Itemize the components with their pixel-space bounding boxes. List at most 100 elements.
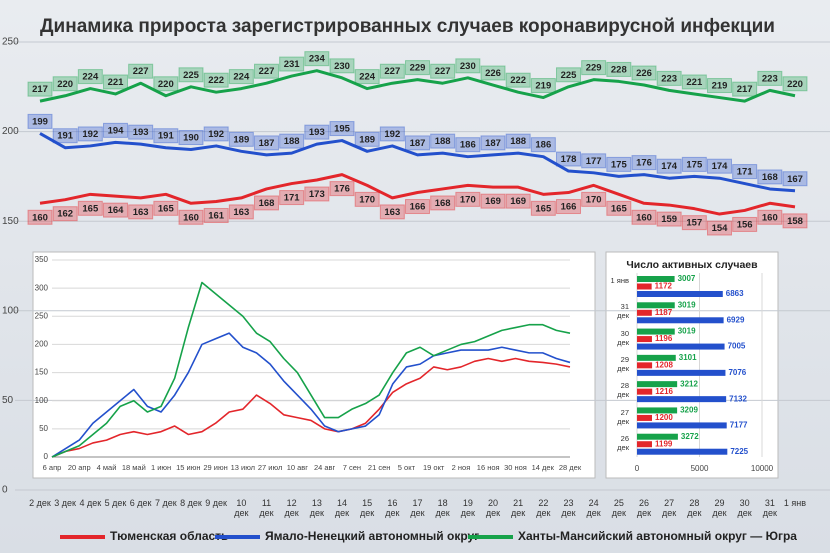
value-label: 3019: [678, 300, 696, 309]
value-label: 6929: [727, 315, 745, 324]
legend-label: Тюменская область: [110, 529, 228, 543]
x-tick-label: 10 дек: [234, 498, 249, 518]
value-label-box: [757, 70, 783, 86]
value-label-box: [430, 133, 456, 149]
value-label: 168: [259, 198, 275, 209]
value-label: 1187: [655, 308, 673, 317]
value-label-box: [556, 199, 581, 215]
value-label: 222: [208, 75, 224, 86]
value-label: 187: [259, 138, 275, 149]
y-tick-label: 0: [2, 485, 8, 496]
legend-label: Ханты-Мансийский автономный округ — Югра: [518, 529, 797, 543]
value-label-box: [304, 124, 330, 140]
x-tick-label: 13 дек: [309, 498, 324, 518]
value-label: 220: [787, 79, 803, 90]
value-label: 163: [384, 207, 400, 218]
series-line: [51, 357, 571, 458]
value-label: 163: [233, 207, 249, 218]
value-label-box: [581, 153, 607, 169]
value-label: 186: [460, 140, 476, 151]
y-tick-label: 150: [2, 216, 19, 227]
value-label: 227: [259, 66, 275, 77]
category-label: 1 янв: [610, 276, 629, 286]
x-tick-label: 0: [635, 464, 640, 473]
value-label: 227: [133, 66, 149, 77]
bar: [637, 414, 652, 421]
value-label-box: [681, 74, 707, 90]
bar: [637, 283, 652, 290]
value-label: 169: [510, 196, 526, 207]
x-tick-label: 23 дек: [561, 498, 576, 518]
x-tick-label: 18 дек: [435, 498, 450, 518]
x-tick-label: 10000: [751, 464, 774, 473]
value-label-box: [530, 200, 556, 216]
bar: [637, 433, 678, 440]
value-label: 1199: [655, 439, 673, 448]
value-label-box: [329, 181, 355, 197]
value-label: 164: [108, 205, 125, 216]
value-label-box: [203, 126, 229, 142]
value-label-box: [405, 199, 430, 215]
value-label-box: [430, 195, 456, 211]
bar: [637, 369, 726, 376]
bar: [637, 328, 675, 335]
value-label-box: [279, 190, 305, 206]
value-label: 225: [561, 70, 578, 81]
value-label-box: [707, 78, 732, 94]
value-label: 7225: [730, 447, 748, 456]
x-tick-label: 28 дек: [559, 463, 582, 472]
value-label-box: [631, 209, 657, 225]
value-label-box: [279, 133, 305, 149]
value-label: 225: [183, 70, 200, 81]
value-label: 7177: [730, 421, 748, 430]
value-label-box: [354, 191, 380, 207]
value-label-box: [153, 128, 179, 144]
y-tick-label: 50: [2, 395, 14, 406]
value-label-box: [405, 60, 430, 76]
value-label: 221: [686, 77, 703, 88]
bar: [637, 362, 653, 369]
value-label-box: [128, 63, 154, 79]
value-label-box: [530, 137, 556, 153]
x-tick-label: 12 дек: [284, 498, 299, 518]
value-label: 187: [410, 138, 426, 149]
value-label-box: [103, 122, 128, 138]
value-label: 231: [284, 59, 301, 70]
value-label-box: [52, 206, 78, 222]
value-label: 154: [712, 223, 729, 234]
x-tick-label: 19 дек: [460, 498, 475, 518]
value-label: 229: [410, 63, 426, 74]
x-tick-label: 30 ноя: [504, 463, 527, 472]
value-label: 157: [686, 218, 702, 229]
value-label-box: [782, 171, 808, 187]
x-tick-label: 26 дек: [636, 498, 652, 518]
x-tick-label: 2 дек: [29, 498, 51, 508]
value-label-box: [681, 215, 707, 231]
bar: [637, 354, 676, 361]
value-label: 166: [561, 202, 577, 213]
chart-title: Динамика прироста зарегистрированных слу…: [40, 16, 775, 37]
value-label: 193: [309, 127, 325, 138]
y-tick-label: 250: [2, 37, 19, 48]
value-label-box: [178, 209, 204, 225]
series-line: [51, 281, 571, 458]
value-label: 191: [158, 131, 175, 142]
value-label: 174: [661, 161, 678, 172]
value-label: 165: [611, 203, 628, 214]
value-label-box: [480, 135, 506, 151]
value-label: 224: [233, 72, 250, 83]
value-label: 160: [762, 212, 778, 223]
value-label: 195: [334, 124, 351, 135]
inset-panel: [32, 251, 596, 479]
value-label-box: [530, 78, 556, 94]
value-label: 192: [82, 129, 98, 140]
value-label-box: [52, 76, 78, 92]
x-tick-label: 29 дек: [712, 498, 727, 518]
x-tick-label: 16 ноя: [477, 463, 500, 472]
value-label: 1172: [655, 282, 673, 291]
value-label: 226: [636, 68, 652, 79]
x-tick-label: 3 дек: [54, 498, 76, 508]
value-label: 162: [57, 209, 73, 220]
value-label: 3209: [680, 406, 698, 415]
